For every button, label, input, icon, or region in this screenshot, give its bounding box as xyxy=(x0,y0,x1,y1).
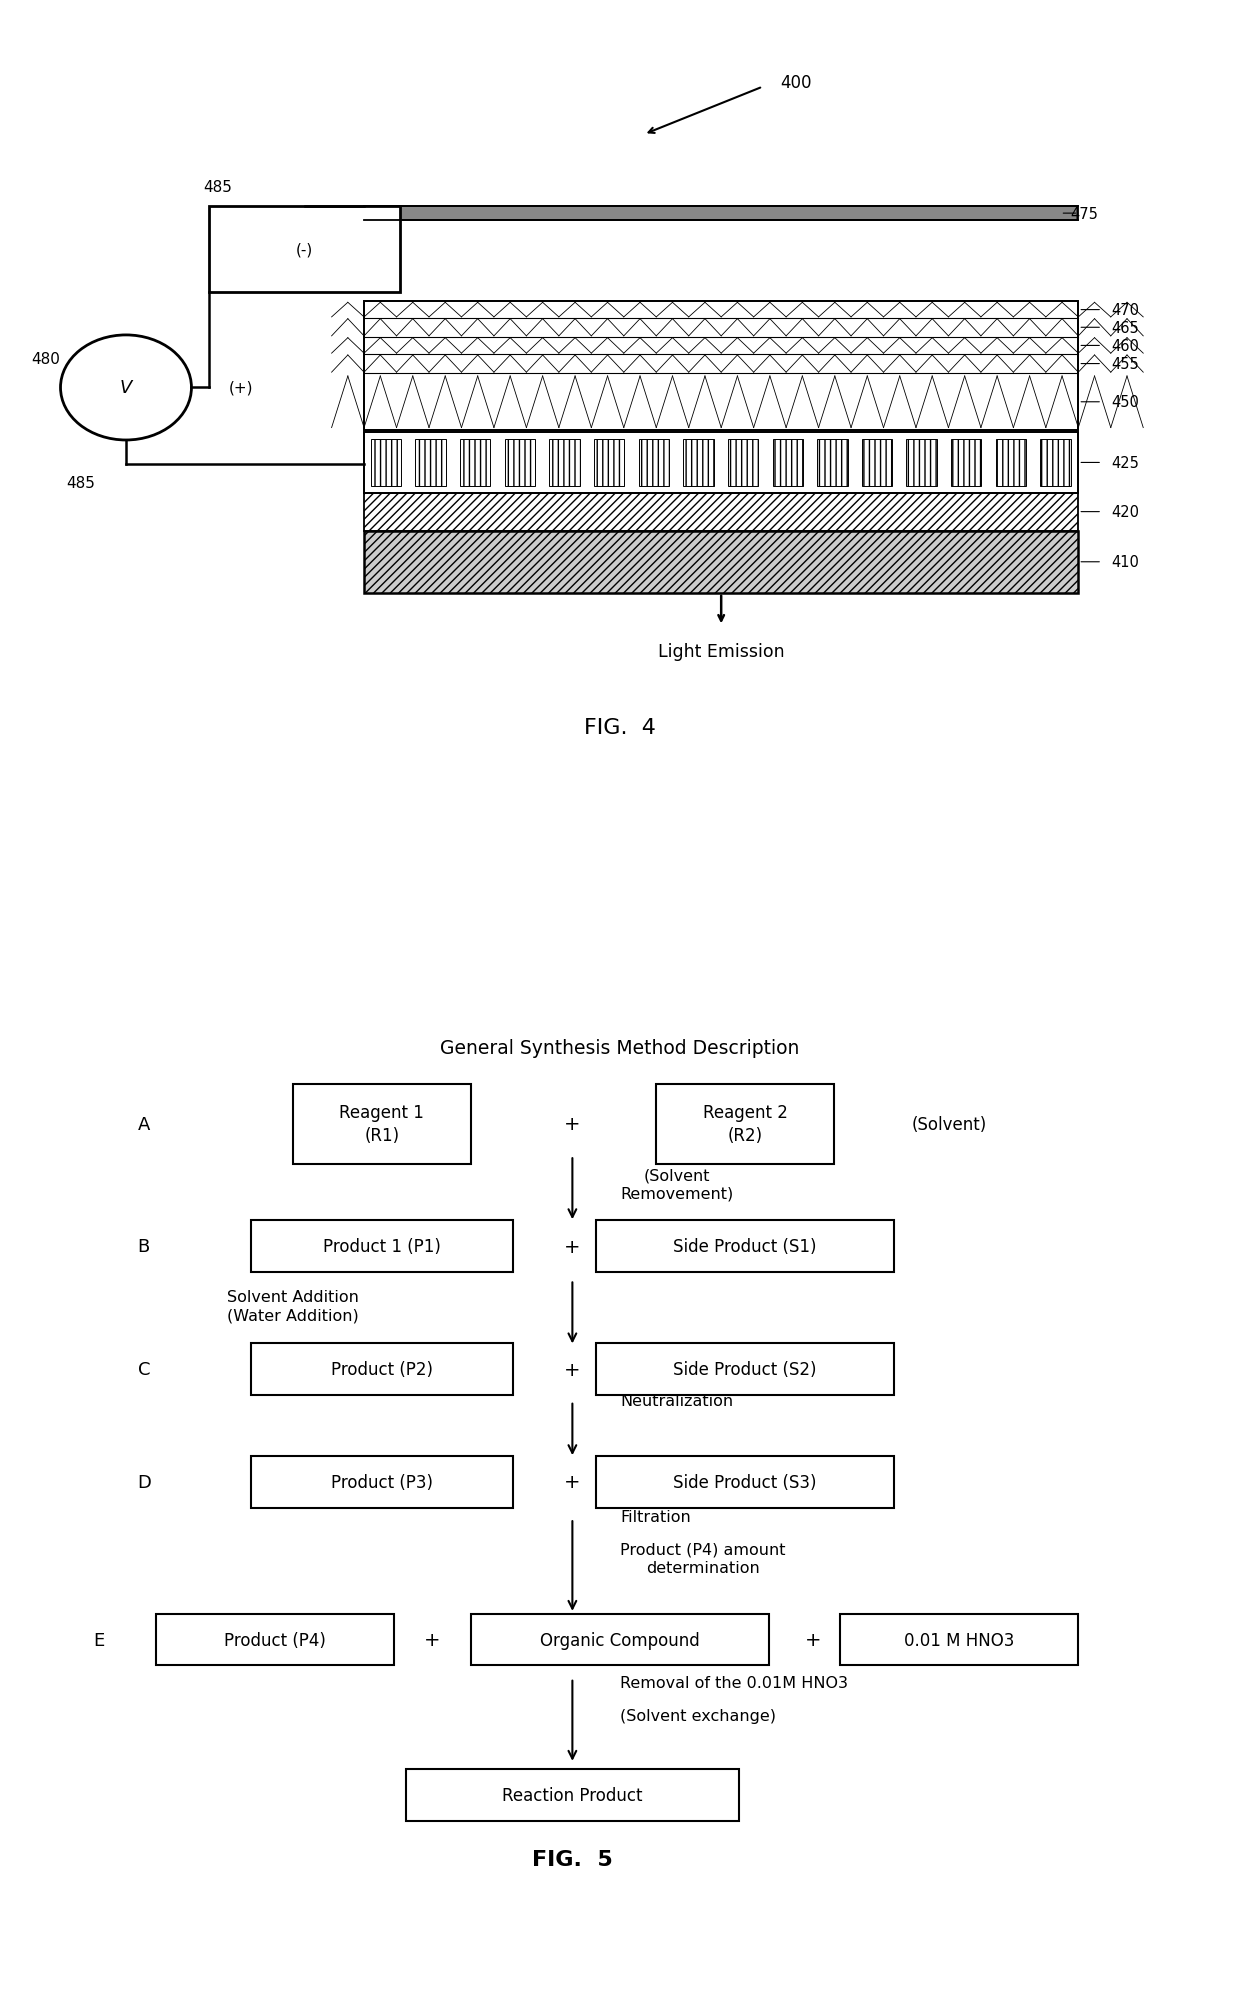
Text: 0.01 M HNO3: 0.01 M HNO3 xyxy=(904,1631,1014,1649)
Text: 470: 470 xyxy=(1111,302,1140,318)
Text: 460: 460 xyxy=(1111,338,1140,354)
Bar xyxy=(906,440,936,487)
Text: Product (P3): Product (P3) xyxy=(331,1474,433,1492)
Bar xyxy=(951,440,981,487)
Text: 455: 455 xyxy=(1111,356,1140,372)
Text: Product (P4): Product (P4) xyxy=(224,1631,326,1649)
Bar xyxy=(639,440,668,487)
Text: +: + xyxy=(564,1114,580,1134)
Text: Neutralization: Neutralization xyxy=(620,1394,733,1408)
Text: (-): (-) xyxy=(296,243,314,257)
Bar xyxy=(773,440,802,487)
Bar xyxy=(365,434,1079,493)
Text: FIG.  4: FIG. 4 xyxy=(584,718,656,738)
Text: 410: 410 xyxy=(1111,555,1140,571)
FancyBboxPatch shape xyxy=(156,1613,394,1665)
Text: E: E xyxy=(93,1631,104,1649)
Bar xyxy=(862,440,892,487)
Text: (+): (+) xyxy=(229,380,254,396)
FancyBboxPatch shape xyxy=(596,1456,894,1508)
Text: Removal of the 0.01M HNO3: Removal of the 0.01M HNO3 xyxy=(620,1675,848,1691)
Text: Side Product (S2): Side Product (S2) xyxy=(673,1360,817,1378)
Text: Reagent 1
(R1): Reagent 1 (R1) xyxy=(340,1104,424,1144)
Bar xyxy=(817,440,847,487)
FancyBboxPatch shape xyxy=(841,1613,1079,1665)
Text: (Solvent): (Solvent) xyxy=(911,1116,987,1134)
Text: A: A xyxy=(138,1116,150,1134)
Text: General Synthesis Method Description: General Synthesis Method Description xyxy=(440,1038,800,1058)
Bar xyxy=(460,440,490,487)
Text: Reaction Product: Reaction Product xyxy=(502,1786,642,1804)
FancyBboxPatch shape xyxy=(405,1770,739,1822)
FancyBboxPatch shape xyxy=(250,1345,513,1396)
Bar xyxy=(505,440,534,487)
Bar xyxy=(365,493,1079,531)
Text: (Solvent exchange): (Solvent exchange) xyxy=(620,1709,776,1722)
Bar xyxy=(415,440,445,487)
Bar xyxy=(1040,440,1070,487)
FancyBboxPatch shape xyxy=(293,1084,471,1164)
Bar xyxy=(549,440,579,487)
Text: Product (P4) amount
determination: Product (P4) amount determination xyxy=(620,1541,785,1575)
FancyBboxPatch shape xyxy=(596,1221,894,1273)
Text: +: + xyxy=(564,1237,580,1255)
Text: B: B xyxy=(138,1237,150,1255)
Bar xyxy=(210,207,399,292)
Text: Filtration: Filtration xyxy=(620,1510,691,1524)
Text: +: + xyxy=(564,1360,580,1378)
Text: Solvent Addition
(Water Addition): Solvent Addition (Water Addition) xyxy=(227,1289,360,1323)
Text: Side Product (S1): Side Product (S1) xyxy=(673,1237,817,1255)
Text: Side Product (S3): Side Product (S3) xyxy=(673,1474,817,1492)
FancyBboxPatch shape xyxy=(471,1613,769,1665)
Bar xyxy=(728,440,758,487)
Text: 465: 465 xyxy=(1111,320,1140,336)
Bar xyxy=(365,207,1079,221)
Text: 475: 475 xyxy=(1070,207,1097,221)
Bar xyxy=(365,531,1079,593)
Text: Reagent 2
(R2): Reagent 2 (R2) xyxy=(703,1104,787,1144)
FancyBboxPatch shape xyxy=(656,1084,835,1164)
Text: 400: 400 xyxy=(781,74,812,91)
Text: 485: 485 xyxy=(67,475,95,491)
Text: 480: 480 xyxy=(31,352,60,368)
Text: C: C xyxy=(138,1360,150,1378)
FancyBboxPatch shape xyxy=(250,1221,513,1273)
FancyBboxPatch shape xyxy=(596,1345,894,1396)
Text: 485: 485 xyxy=(203,181,232,195)
Bar xyxy=(996,440,1025,487)
FancyBboxPatch shape xyxy=(250,1456,513,1508)
Text: Product 1 (P1): Product 1 (P1) xyxy=(322,1237,441,1255)
Text: Organic Compound: Organic Compound xyxy=(541,1631,699,1649)
Text: D: D xyxy=(136,1474,151,1492)
Text: (Solvent
Removement): (Solvent Removement) xyxy=(620,1168,733,1201)
Bar xyxy=(365,434,1079,493)
Text: FIG.  5: FIG. 5 xyxy=(532,1850,613,1870)
Text: 420: 420 xyxy=(1111,505,1140,519)
Bar xyxy=(683,440,713,487)
Bar xyxy=(371,440,401,487)
Text: +: + xyxy=(424,1631,440,1649)
Text: Light Emission: Light Emission xyxy=(658,642,785,660)
Bar xyxy=(365,302,1079,432)
Text: 450: 450 xyxy=(1111,396,1140,410)
Text: 425: 425 xyxy=(1111,455,1140,471)
Bar xyxy=(365,302,1079,432)
Text: +: + xyxy=(805,1631,821,1649)
Text: +: + xyxy=(564,1472,580,1492)
Bar xyxy=(594,440,624,487)
Text: V: V xyxy=(120,380,133,398)
Text: Product (P2): Product (P2) xyxy=(331,1360,433,1378)
